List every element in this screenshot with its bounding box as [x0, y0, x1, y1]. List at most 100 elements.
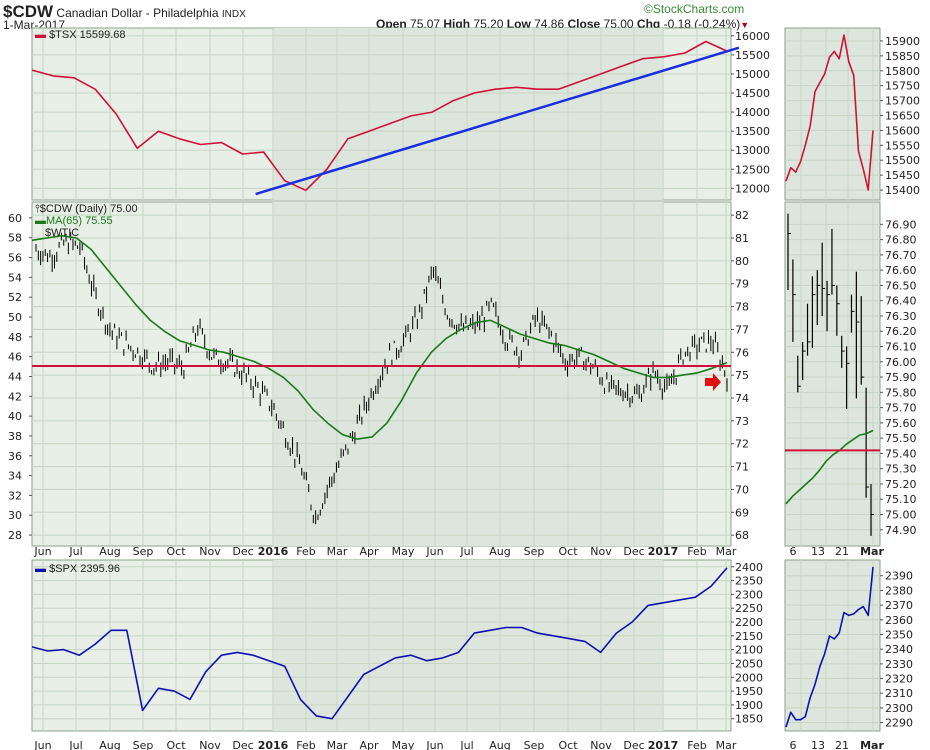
x-axis-label: 2016 — [258, 545, 289, 558]
zoom-spx-axis-label: 2300 — [885, 702, 913, 715]
x-axis-label: Jul — [459, 739, 473, 750]
x-axis-label: Jul — [68, 739, 82, 750]
x-axis-label: Aug — [99, 545, 120, 558]
cdw-axis-label: 72 — [735, 438, 749, 451]
tsx-line — [31, 40, 728, 192]
spx-axis-label: 2400 — [735, 561, 763, 574]
red-arrow-icon — [705, 373, 721, 391]
x-axis-label: Feb — [296, 739, 315, 750]
cdw-axis-label: 82 — [735, 209, 749, 222]
down-arrow-icon: ▼ — [740, 20, 750, 30]
cdw-axis-label: 76 — [735, 346, 749, 359]
zoom-spx-axis-label: 2390 — [885, 570, 913, 583]
zoom-cdw-axis-label: 75.80 — [885, 386, 917, 399]
zoom-cdw-axis-label: 76.30 — [885, 310, 917, 323]
wtic-axis-label: 30 — [8, 509, 22, 522]
ma-legend: ▬MA(65) 75.55 — [35, 215, 113, 227]
zoom-tsx-axis-label: 15850 — [885, 50, 920, 63]
zoom-cdw-axis-label: 75.20 — [885, 478, 917, 491]
spx-legend-text: $SPX 2395.96 — [49, 563, 121, 575]
wtic-axis-label: 52 — [8, 291, 22, 304]
zoom-tsx-line — [785, 34, 874, 191]
spx-axis-label: 2250 — [735, 602, 763, 615]
zoom-tsx-axis-label: 15600 — [885, 124, 920, 137]
x-axis-label: Apr — [359, 739, 379, 750]
wtic-axis-label: 36 — [8, 450, 22, 463]
zoom-tsx-axis-label: 15550 — [885, 139, 920, 152]
spx-axis-label: 2100 — [735, 644, 763, 657]
x-axis-label: Dec — [623, 739, 644, 750]
wtic-axis-label: 40 — [8, 410, 22, 423]
zoom-x-axis-label: Mar — [860, 739, 884, 750]
x-axis-label: Oct — [558, 739, 578, 750]
exchange: INDX — [221, 9, 246, 20]
x-axis-label: Aug — [99, 739, 120, 750]
spx-axis-label: 1950 — [735, 685, 763, 698]
cdw-axis-label: 79 — [735, 278, 749, 291]
x-axis-label: Aug — [489, 739, 510, 750]
wtic-axis-label: 38 — [8, 430, 22, 443]
zoom-cdw-axis-label: 74.90 — [885, 524, 917, 537]
tsx-axis-label: 15000 — [735, 68, 770, 81]
x-axis-label: 2017 — [648, 545, 679, 558]
chart-title: $CDW Canadian Dollar - Philadelphia INDX — [3, 2, 246, 22]
spx-axis-label: 2150 — [735, 630, 763, 643]
zoom-tsx-axis-label: 15500 — [885, 154, 920, 167]
zoom-x-axis-label: 21 — [835, 545, 849, 558]
x-axis-label: Jun — [425, 739, 443, 750]
x-axis-label: Sep — [133, 739, 154, 750]
zoom-tsx-axis-label: 15400 — [885, 184, 920, 197]
spx-axis-label: 2050 — [735, 657, 763, 670]
legend-swatch: ▬ — [35, 29, 46, 41]
zoom-cdw-axis-label: 76.80 — [885, 234, 917, 247]
x-axis-label: Dec — [623, 545, 644, 558]
cdw-axis-label: 74 — [735, 392, 749, 405]
x-axis-label: Jun — [425, 545, 443, 558]
tsx-axis-label: 12000 — [735, 182, 770, 195]
cdw-axis-label: 73 — [735, 415, 749, 428]
year-shading — [273, 202, 663, 546]
x-axis-label: Dec — [232, 545, 253, 558]
tsx-axis-label: 14000 — [735, 106, 770, 119]
x-axis-label: Sep — [133, 545, 154, 558]
zoom-cdw-axis-label: 76.10 — [885, 341, 917, 354]
tsx-axis-label: 15500 — [735, 49, 770, 62]
zoom-cdw-axis-label: 75.70 — [885, 402, 917, 415]
wtic-label: $WTIC — [45, 227, 80, 239]
wtic-axis-label: 50 — [8, 311, 22, 324]
cdw-axis-label: 81 — [735, 232, 749, 245]
zoom-x-axis-label: Mar — [860, 545, 884, 558]
zoom-spx-axis-label: 2330 — [885, 658, 913, 671]
x-axis-label: Nov — [199, 545, 221, 558]
zoom-cdw-axis-label: 76.00 — [885, 356, 917, 369]
zoom-tsx-axis-label: 15900 — [885, 35, 920, 48]
zoom-spx-axis-label: 2310 — [885, 687, 913, 700]
zoom-cdw-axis-label: 75.60 — [885, 417, 917, 430]
x-axis-label: Mar — [327, 545, 348, 558]
zoom-cdw-axis-label: 76.20 — [885, 325, 917, 338]
cdw-axis-label: 70 — [735, 483, 749, 496]
zoom-tsx-axis-label: 15650 — [885, 109, 920, 122]
spx-axis-label: 2200 — [735, 616, 763, 629]
zoom-cdw-axis-label: 76.50 — [885, 279, 917, 292]
zoom-cdw-axis-label: 75.40 — [885, 447, 917, 460]
zoom-cdw-axis-label: 76.90 — [885, 218, 917, 231]
x-axis-label: Oct — [166, 739, 186, 750]
cdw-axis-label: 69 — [735, 506, 749, 519]
wtic-axis-label: 46 — [8, 351, 22, 364]
spx-line — [31, 567, 728, 720]
symbol: $CDW — [3, 2, 54, 21]
zoom-tsx-axis-label: 15700 — [885, 95, 920, 108]
x-axis-label: Sep — [524, 739, 545, 750]
zoom-x-axis-label: 13 — [811, 545, 825, 558]
zoom-tsx-axis-label: 15800 — [885, 65, 920, 78]
x-axis-label: Nov — [590, 545, 612, 558]
x-axis-label: Aug — [489, 545, 510, 558]
year-shading — [273, 560, 663, 731]
zoom-x-axis-label: 21 — [835, 739, 849, 750]
wtic-axis-label: 42 — [8, 390, 22, 403]
cdw-axis-label: 71 — [735, 461, 749, 474]
zoom-spx-axis-label: 2350 — [885, 628, 913, 641]
cdw-axis-label: 77 — [735, 323, 749, 336]
